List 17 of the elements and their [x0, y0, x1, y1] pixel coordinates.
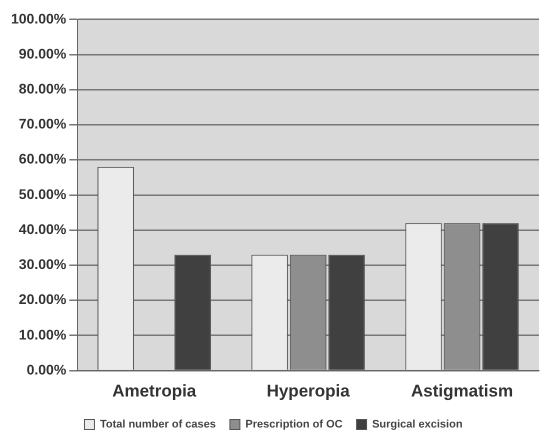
y-tick-label: 100.00%: [10, 10, 67, 26]
y-tick-label: 0.00%: [26, 361, 67, 378]
legend-label: Total number of cases: [100, 418, 216, 431]
y-tick-label: 20.00%: [18, 291, 67, 308]
y-tick-label: 50.00%: [18, 186, 67, 202]
y-tick-label: 90.00%: [18, 45, 67, 62]
x-tick-label: Ametropia: [112, 381, 197, 400]
y-tick-label: 10.00%: [18, 326, 67, 342]
x-tick-label: Astigmatism: [411, 381, 514, 400]
legend-label: Prescription of OC: [245, 418, 343, 431]
y-tick-label: 30.00%: [18, 256, 67, 272]
y-tick-label: 60.00%: [18, 150, 67, 167]
y-tick-label: 40.00%: [18, 220, 67, 237]
x-tick-label: Hyperopia: [266, 381, 350, 400]
legend-label: Surgical excision: [372, 418, 463, 431]
y-tick-label: 80.00%: [18, 80, 67, 96]
y-tick-label: 70.00%: [18, 116, 67, 132]
